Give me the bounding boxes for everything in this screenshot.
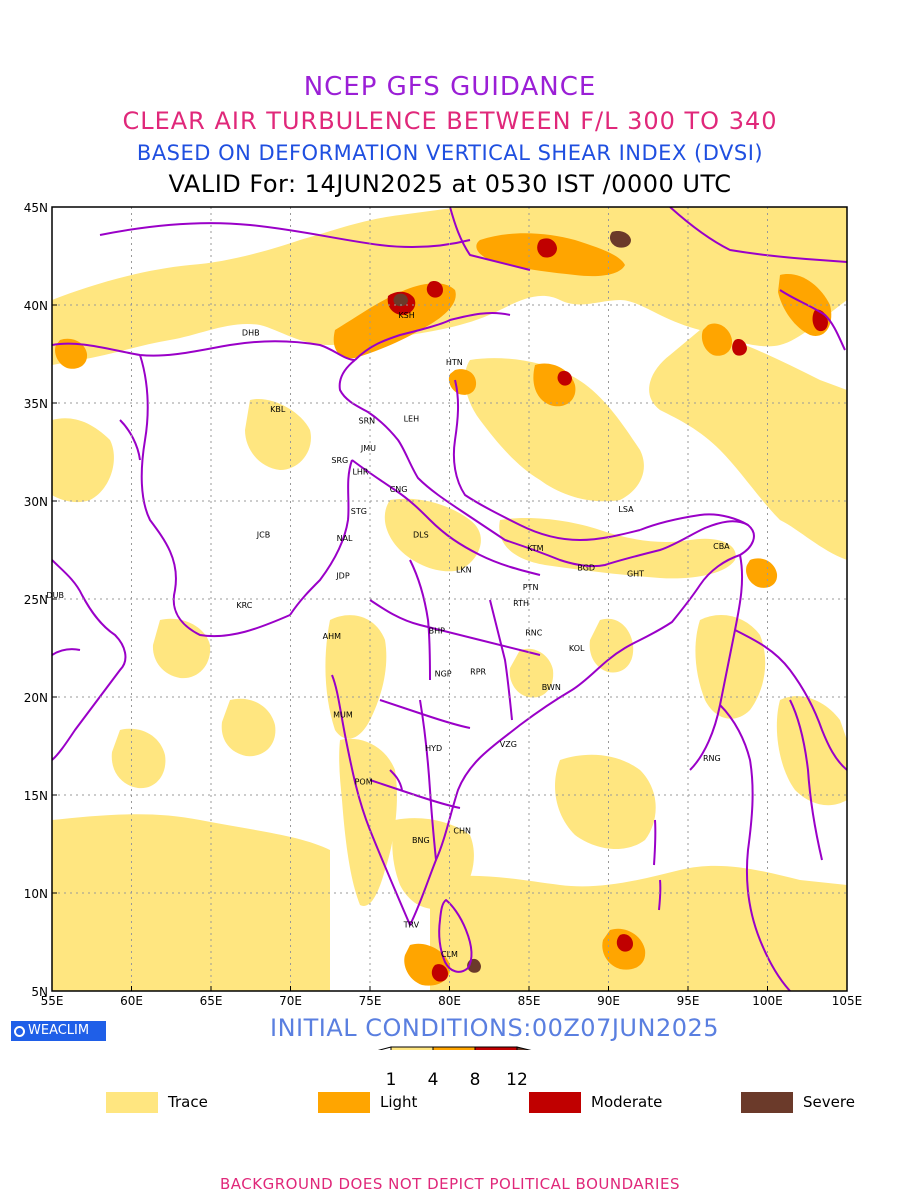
city-label-rng: RNG [703,754,721,763]
chart-title: NCEP GFS GUIDANCE [303,72,597,102]
city-label-pom: POM [355,777,373,786]
lat-tick-label: 30N [24,495,48,509]
map-boundaries [52,207,847,991]
city-labels: KSH DHB HTN KBL SRN LEH JMU SRG LHR CNG STG JCB NAL D… [46,311,730,959]
lon-tick-label: 60E [120,994,143,1008]
city-label-clm: CLM [441,950,458,959]
legend-item-trace: Trace [106,1091,208,1113]
lat-tick-label: 40N [24,299,48,313]
city-label-bwn: BWN [542,683,561,692]
city-label-rnc: RNC [525,628,543,637]
city-label-bgd: BGD [577,564,595,573]
legend-item-light: Light [318,1091,417,1113]
city-label-lhr: LHR [352,468,368,477]
lat-tick-label: 5N [31,985,48,999]
colorbar-over-arrow [516,1046,532,1050]
colorbar [377,1046,532,1050]
city-label-rpr: RPR [470,668,486,677]
legend-swatch-trace [106,1091,158,1113]
weaclim-logo-icon [14,1026,25,1037]
city-label-jdp: JDP [335,571,350,580]
legend-swatch-moderate [529,1091,581,1113]
colorbar-under-arrow [377,1046,392,1050]
city-label-cng: CNG [390,485,408,494]
city-label-ptn: PTN [523,583,539,592]
lon-tick-label: 65E [200,994,223,1008]
legend-swatch-light [318,1091,370,1113]
city-label-lsa: LSA [618,505,634,514]
city-label-jcb: JCB [256,530,270,539]
city-label-dhb: DHB [242,328,260,337]
city-label-ksh: KSH [398,311,414,320]
city-label-ght: GHT [627,570,644,579]
turbulence-map: 55E 60E 65E 70E 75E 80E 85E 90E 95E 100E 105E 45N 40… [24,201,863,1050]
colorbar-segment-light [432,1046,476,1050]
turbulence-shading [52,207,847,991]
city-label-trv: TRV [403,920,420,929]
colorbar-tick-1: 1 [385,1070,397,1090]
city-label-ngp: NGP [435,669,452,678]
city-label-krc: KRC [236,601,252,610]
legend-swatch-severe [741,1091,793,1113]
lat-tick-label: 45N [24,201,48,215]
city-label-kbl: KBL [270,405,286,414]
city-label-kol: KOL [569,644,585,653]
city-label-bhp: BHP [429,626,446,635]
colorbar-tick-4: 4 [427,1070,439,1090]
map-axis-ticks: 55E 60E 65E 70E 75E 80E 85E 90E 95E 100E 105E 45N 40… [24,201,863,1008]
lon-tick-label: 105E [832,994,863,1008]
city-label-rth: RTH [513,599,529,608]
map-gridlines [52,207,847,991]
lat-tick-label: 10N [24,887,48,901]
city-label-mum: MUM [333,711,353,720]
city-label-ahm: AHM [323,632,341,641]
city-label-cba: CBA [713,542,730,551]
lon-tick-label: 80E [438,994,461,1008]
colorbar-tick-8: 8 [469,1070,481,1090]
legend-label-trace: Trace [168,1093,208,1111]
colorbar-tick-12: 12 [506,1070,528,1090]
legend-item-severe: Severe [741,1091,855,1113]
city-label-srn: SRN [359,417,376,426]
city-label-ktm: KTM [527,544,544,553]
legend-label-severe: Severe [803,1093,855,1111]
lat-tick-label: 20N [24,691,48,705]
lat-tick-label: 35N [24,397,48,411]
city-label-vzg: VZG [500,740,517,749]
city-label-lkn: LKN [456,566,472,575]
city-label-bng: BNG [412,836,430,845]
chart-subtitle-method: BASED ON DEFORMATION VERTICAL SHEAR INDE… [136,141,764,165]
city-label-htn: HTN [446,358,463,367]
legend-label-moderate: Moderate [591,1093,663,1111]
lon-tick-label: 85E [518,994,541,1008]
legend-item-moderate: Moderate [529,1091,662,1113]
city-label-jmu: JMU [360,444,376,453]
lat-tick-label: 25N [24,593,48,607]
city-label-chn: CHN [453,826,471,835]
colorbar-segment-trace [390,1046,434,1050]
lon-tick-label: 95E [677,994,700,1008]
colorbar-segment-moderate [474,1046,518,1050]
weaclim-logo: WEACLIM [11,1021,106,1041]
city-label-srg: SRG [331,456,348,465]
city-label-stg: STG [351,507,367,516]
city-label-dls: DLS [413,530,429,539]
lon-tick-label: 90E [597,994,620,1008]
city-label-hyd: HYD [425,744,442,753]
lat-tick-label: 15N [24,789,48,803]
lon-tick-label: 100E [752,994,783,1008]
lon-tick-label: 70E [279,994,302,1008]
initial-conditions: INITIAL CONDITIONS:00Z07JUN2025 [270,1014,720,1042]
city-label-leh: LEH [404,415,420,424]
footer-disclaimer: BACKGROUND DOES NOT DEPICT POLITICAL BOU… [220,1175,680,1193]
chart-subtitle-parameter: CLEAR AIR TURBULENCE BETWEEN F/L 300 TO … [122,107,778,135]
lon-tick-label: 55E [41,994,64,1008]
lon-tick-label: 75E [359,994,382,1008]
city-label-nal: NAL [337,534,353,543]
city-label-dub: DUB [46,591,64,600]
legend-label-light: Light [380,1093,418,1111]
colorbar-tick-labels: 1 4 8 12 [0,1070,900,1090]
valid-time: VALID For: 14JUN2025 at 0530 IST /0000 U… [168,170,732,198]
